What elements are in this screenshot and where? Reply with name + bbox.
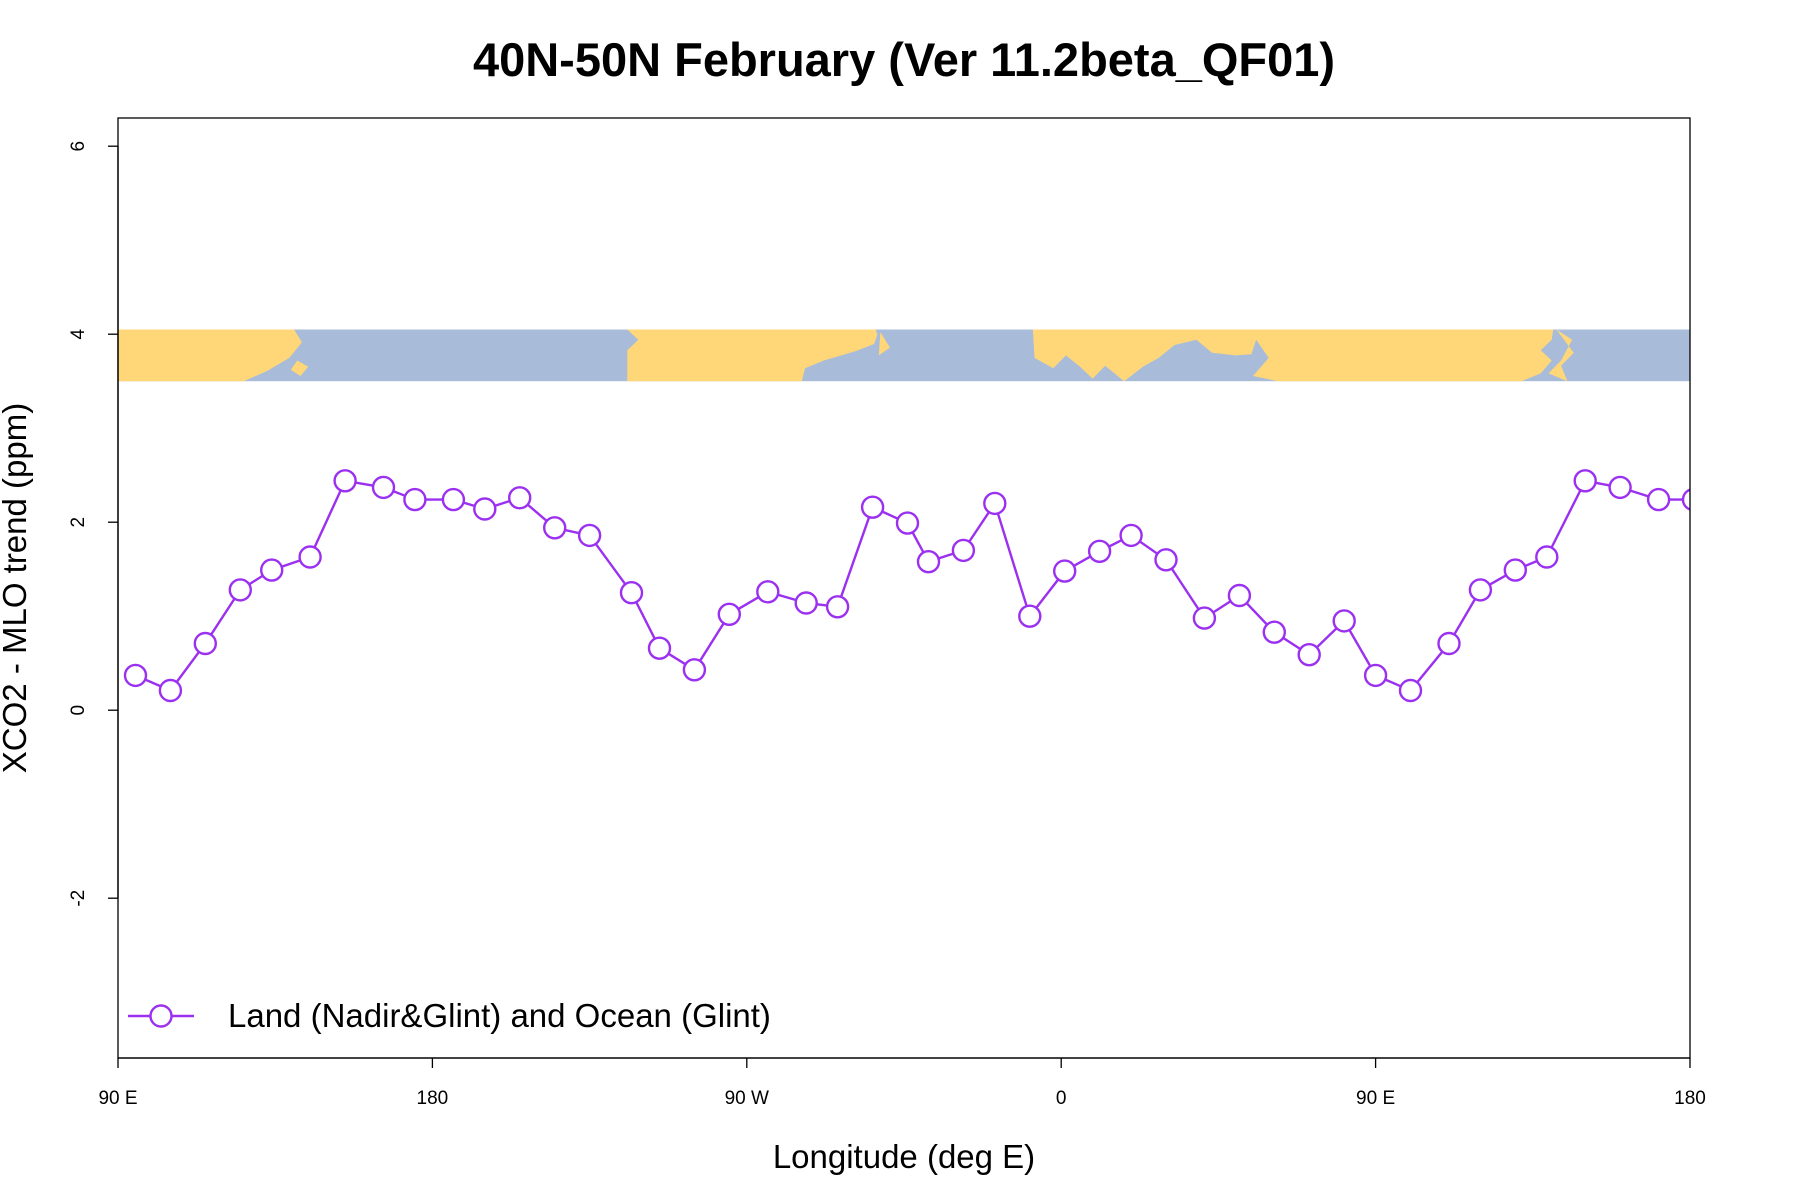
data-point: [951, 538, 976, 563]
y-tick-label: 0: [68, 705, 89, 716]
data-point: [1535, 545, 1559, 569]
map-land-shape: [1032, 329, 1554, 382]
data-point: [1503, 558, 1528, 582]
x-axis-label: Longitude (deg E): [773, 1138, 1035, 1175]
data-point: [756, 580, 780, 604]
data-point: [333, 469, 357, 493]
map-land-shape: [878, 332, 890, 356]
data-point: [1192, 606, 1217, 630]
data-point: [1018, 604, 1042, 628]
data-point: [371, 475, 396, 500]
legend: Land (Nadir&Glint) and Ocean (Glint): [128, 997, 771, 1034]
data-point: [1154, 548, 1178, 572]
data-point: [1608, 475, 1632, 500]
y-tick-label: 6: [68, 141, 89, 152]
y-axis-label: XCO2 - MLO trend (ppm): [0, 403, 33, 773]
data-point: [794, 591, 818, 615]
data-point: [895, 511, 920, 535]
data-point: [916, 550, 941, 574]
data-point: [619, 581, 644, 605]
data-point: [717, 602, 741, 626]
data-point: [1332, 609, 1356, 633]
data-point: [1052, 559, 1077, 583]
data-point: [1227, 583, 1252, 608]
data-point: [1297, 643, 1321, 667]
data-point: [1398, 678, 1423, 703]
data-point: [158, 678, 183, 703]
chart-title: 40N-50N February (Ver 11.2beta_QF01): [473, 33, 1335, 86]
data-point: [682, 658, 707, 682]
legend-label: Land (Nadir&Glint) and Ocean (Glint): [228, 997, 771, 1034]
y-axis: -2 0 2 4 6: [68, 141, 119, 907]
plot-frame: [117, 117, 1691, 1059]
x-tick-label: 90 E: [98, 1088, 137, 1109]
data-point: [298, 545, 322, 569]
data-point: [441, 487, 466, 512]
data-point: [1262, 620, 1287, 644]
y-tick-label: -2: [68, 890, 89, 907]
data-point: [473, 497, 497, 521]
map-strip: [118, 329, 1690, 382]
x-tick-label: 0: [1056, 1088, 1067, 1109]
data-point: [1646, 487, 1671, 512]
map-land-shape: [118, 329, 302, 382]
data-point: [647, 636, 672, 660]
series-line: [135, 479, 1690, 692]
x-tick-label: 90 E: [1356, 1088, 1395, 1109]
data-point: [543, 516, 567, 540]
data-point: [123, 663, 148, 688]
data-point: [1437, 631, 1461, 656]
data-point: [983, 491, 1007, 516]
data-point: [1363, 663, 1388, 688]
data-point: [860, 495, 885, 519]
data-point: [1468, 578, 1493, 602]
data-point: [1573, 469, 1597, 493]
data-point: [1119, 523, 1143, 548]
data-point: [1681, 488, 1690, 511]
y-tick-label: 2: [68, 517, 89, 528]
x-tick-label: 180: [417, 1088, 449, 1109]
data-point: [193, 631, 218, 656]
data-point: [508, 486, 532, 510]
y-tick-label: 4: [68, 328, 89, 339]
x-tick-label: 90 W: [725, 1088, 769, 1109]
map-land-shape: [627, 329, 878, 382]
data-point: [577, 523, 602, 548]
x-axis: 90 E 180 90 W 0 90 E 180: [98, 1057, 1706, 1109]
x-tick-label: 180: [1674, 1088, 1706, 1109]
data-point: [1087, 539, 1112, 563]
data-point: [403, 487, 427, 512]
data-point: [228, 578, 253, 602]
map-land-shape: [1548, 329, 1574, 382]
data-point: [825, 595, 850, 619]
legend-marker: [149, 1004, 173, 1028]
data-point: [260, 558, 284, 582]
map-land-shape: [290, 360, 309, 376]
